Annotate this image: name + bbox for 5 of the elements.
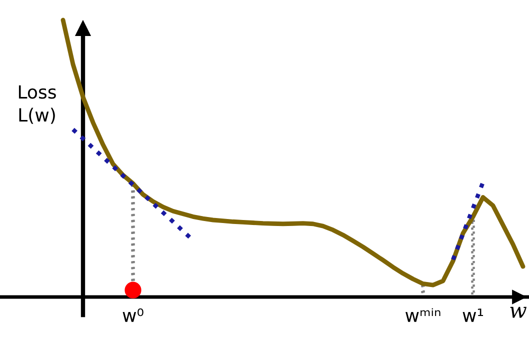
x-tick-label: wᵐⁱⁿ (406, 308, 440, 322)
y-axis-title: Loss L(w) (18, 85, 56, 124)
x-tick-label: w⁰ (122, 308, 144, 322)
x-tick-label: w¹ (462, 308, 484, 322)
x-axis-title: w (510, 306, 526, 318)
